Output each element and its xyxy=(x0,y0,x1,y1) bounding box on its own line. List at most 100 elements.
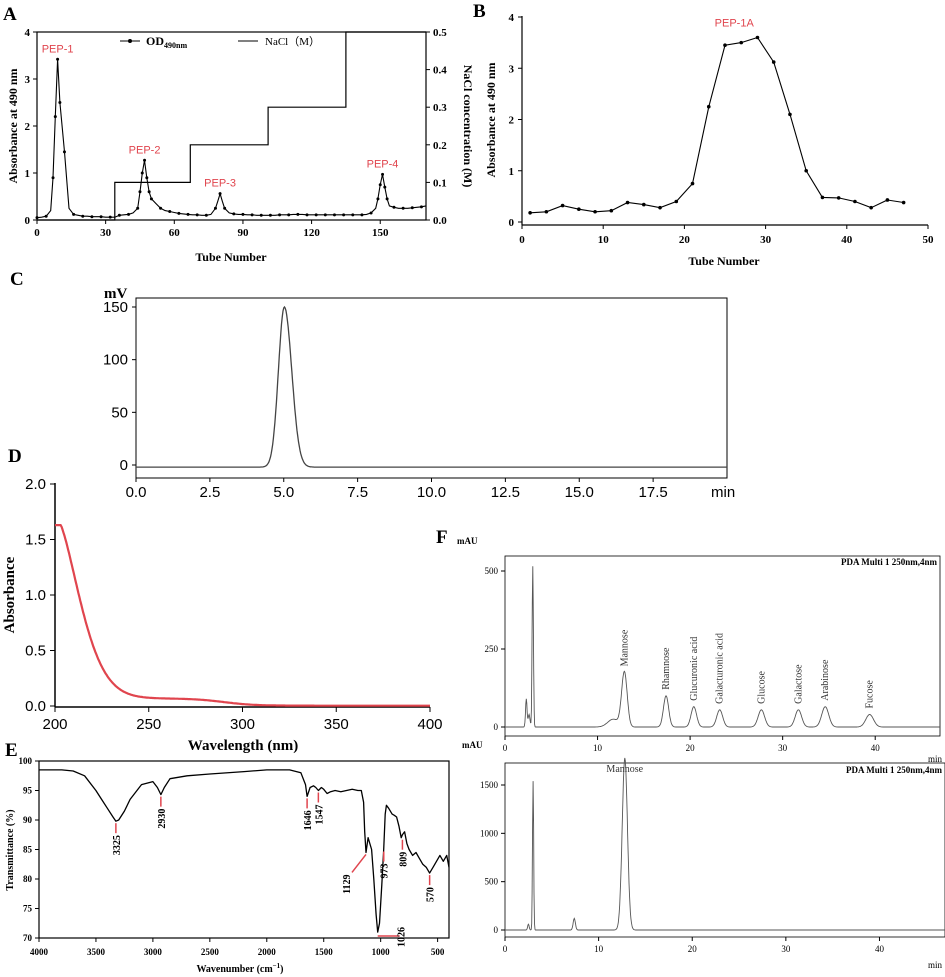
od-point xyxy=(332,213,336,217)
panel-e-x-axis-label-main: Wavenumber (cm xyxy=(196,964,273,975)
pep-1a-point xyxy=(625,200,630,205)
ftir-line xyxy=(39,769,450,933)
panel-a-y-tick-label: 0 xyxy=(25,215,31,227)
panel-b-y-tick-label: 1 xyxy=(509,166,515,178)
panel-a-x-tick-label: 120 xyxy=(303,227,320,239)
panel-c-chart: 0.0 2.5 5.0 7.5 10.0 12.5 15.0 17.5 0 50 100 150 mV… xyxy=(103,286,735,501)
panel-b-x-tick-label: 50 xyxy=(923,234,935,246)
panel-e-y-axis-label: Transmittance (%) xyxy=(5,809,16,890)
panel-c-x-tick-label: 0.0 xyxy=(126,484,147,501)
od-point xyxy=(72,212,76,216)
panel-a-chart: 0 30 60 90 120 150 0 1 2 3 4 0.0 0.1 0.2 0.3 0.4 0.5 PEP… xyxy=(6,27,475,264)
pep-1a-point xyxy=(901,200,906,205)
ftir-peak-label: 1646 xyxy=(303,810,314,830)
panel-f-top-header: PDA Multi 1 250nm,4nm xyxy=(841,557,938,567)
od-point xyxy=(136,206,140,210)
panel-b-x-tick-label: 10 xyxy=(598,234,610,246)
od-point xyxy=(369,211,373,215)
panel-f-top-x-unit: min xyxy=(928,754,943,764)
ftir-peak-marker xyxy=(351,853,367,873)
pep-1a-point xyxy=(560,203,565,208)
od-point xyxy=(138,190,142,194)
ftir-peak-label: 1547 xyxy=(314,805,325,825)
pep-1a-point xyxy=(577,207,581,211)
ftir-peak-label: 809 xyxy=(398,852,409,867)
panel-c-x-unit: min xyxy=(711,484,735,501)
panel-label-f: F xyxy=(436,527,448,548)
legend-od-text: OD xyxy=(146,34,164,48)
od-point xyxy=(323,213,327,217)
panel-e-y-tick-label: 85 xyxy=(23,845,33,855)
panel-c-x-tick-label: 10.0 xyxy=(417,484,446,501)
sugar-standards-trace xyxy=(505,566,940,728)
panel-f-top-frame xyxy=(504,555,941,737)
peak-label: PEP-2 xyxy=(129,144,161,156)
od-point xyxy=(268,213,272,217)
panel-c-frame xyxy=(135,297,728,479)
panel-d-y-tick-label: 0.0 xyxy=(25,698,46,715)
panel-d-x-tick-label: 400 xyxy=(417,716,442,733)
panel-e-x-axis-label-sup: −1 xyxy=(273,962,281,970)
od-point xyxy=(44,214,48,218)
panel-e-x-tick-label: 2500 xyxy=(201,947,220,957)
od-point xyxy=(351,213,355,217)
ftir-peak-label: 3325 xyxy=(112,835,123,855)
od-line xyxy=(36,59,427,219)
panel-d-x-axis-label: Wavelength (nm) xyxy=(188,738,298,754)
od-point xyxy=(314,213,318,217)
panel-e-frame xyxy=(38,760,450,939)
panel-c-x-tick-label: 12.5 xyxy=(491,484,520,501)
panel-c-x-tick-label: 15.0 xyxy=(565,484,594,501)
panel-a-y2-tick-label: 0.4 xyxy=(433,65,447,77)
od-point xyxy=(62,150,66,154)
panel-c-y-tick-label: 0 xyxy=(120,457,128,474)
panel-label-c: C xyxy=(10,269,24,290)
od-point xyxy=(149,197,153,201)
panel-a-y-tick-label: 3 xyxy=(25,74,31,86)
od-point xyxy=(168,210,172,214)
ftir-peak-label: 570 xyxy=(426,887,437,902)
panel-f-bottom-x-tick-label: 10 xyxy=(594,944,604,954)
panel-f-top-x-tick-label: 20 xyxy=(686,743,696,753)
panel-f-bottom-frame xyxy=(504,762,945,938)
ftir-peak-label: 1026 xyxy=(397,927,408,947)
panel-d-x-tick-label: 200 xyxy=(42,716,67,733)
od-point xyxy=(81,214,85,218)
panel-a-x-tick-label: 150 xyxy=(372,227,389,239)
panel-f-bottom-y-tick-label: 500 xyxy=(485,877,499,887)
od-point xyxy=(90,215,94,219)
panel-e-y-tick-label: 75 xyxy=(23,904,33,914)
panel-b-x-tick-label: 20 xyxy=(679,234,691,246)
panel-a-y2-tick-label: 0.5 xyxy=(433,27,447,39)
od-point xyxy=(342,213,346,217)
pep-1a-point xyxy=(885,198,890,202)
od-point xyxy=(385,197,389,201)
panel-a-y-tick-label: 4 xyxy=(25,27,31,39)
panel-a-frame xyxy=(36,31,427,221)
panel-f-top-y-tick-label: 250 xyxy=(485,644,499,654)
legend-od-marker xyxy=(128,39,132,43)
od-point xyxy=(305,213,309,217)
peak-label: PEP-1 xyxy=(42,43,74,55)
panel-a-x-tick-label: 60 xyxy=(169,227,181,239)
sugar-peak-label: Galactose xyxy=(793,664,804,704)
panel-f-mid-y-unit: mAU xyxy=(462,740,483,750)
panel-e-y-tick-label: 95 xyxy=(23,786,33,796)
panel-a-x-tick-label: 90 xyxy=(237,227,249,239)
panel-e-x-tick-label: 4000 xyxy=(30,947,49,957)
od-point xyxy=(186,212,190,216)
od-point xyxy=(195,213,199,217)
panel-b-y-tick-label: 3 xyxy=(509,63,515,75)
panel-b-x-tick-label: 0 xyxy=(519,234,525,246)
panel-c-y-tick-label: 150 xyxy=(103,299,128,316)
panel-a-y-tick-label: 1 xyxy=(25,168,31,180)
peak-label: PEP-1A xyxy=(715,18,755,30)
od-point xyxy=(378,183,382,187)
panel-e-x-tick-label: 1000 xyxy=(372,947,391,957)
panel-a-legend: OD490nm NaCl（M） xyxy=(120,34,320,50)
od-point xyxy=(35,216,39,220)
od-point xyxy=(259,213,263,217)
pep-1a-hydrolysate-trace xyxy=(505,757,945,931)
panel-b-y-tick-label: 2 xyxy=(509,115,515,127)
panel-c-y-unit: mV xyxy=(104,286,127,302)
